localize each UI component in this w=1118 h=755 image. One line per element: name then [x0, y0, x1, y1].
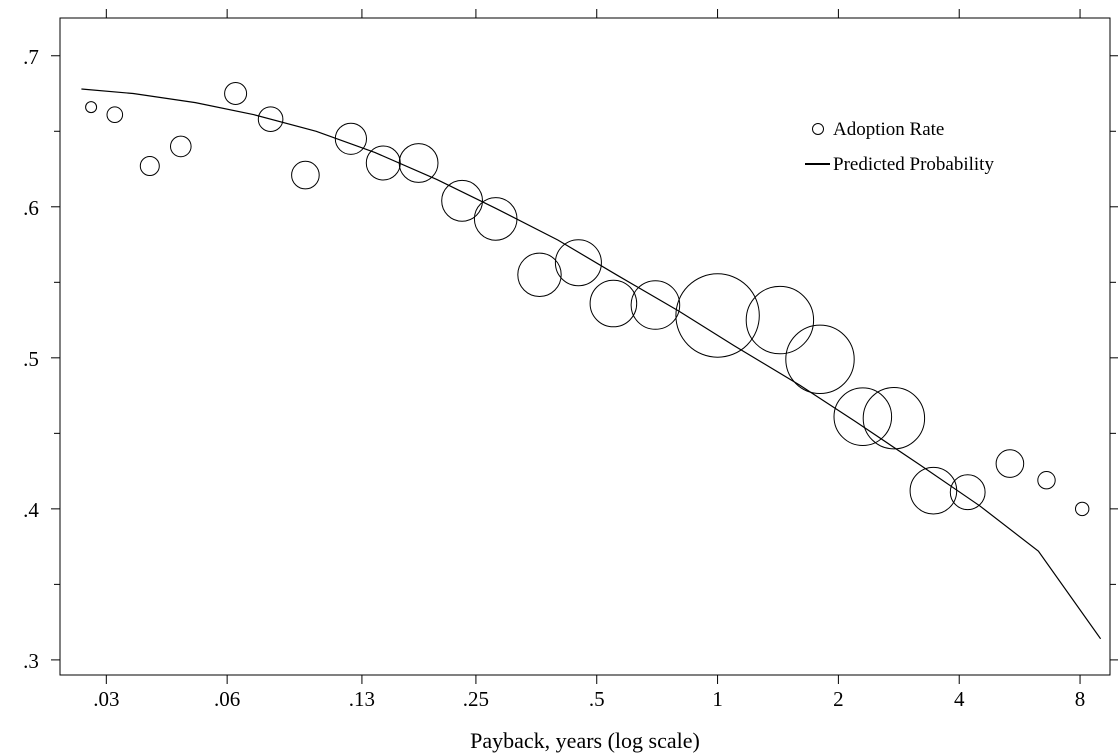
- legend-label-predicted-probability: Predicted Probability: [833, 154, 994, 175]
- x-tick-label-7: 4: [954, 687, 965, 711]
- x-tick-label-4: .5: [589, 687, 605, 711]
- adoption-rate-point-3: [170, 135, 192, 158]
- x-tick-label-5: 1: [712, 687, 723, 711]
- adoption-rate-point-21: [909, 466, 958, 515]
- adoption-rate-point-19: [833, 387, 893, 447]
- y-tick-label-2: .5: [23, 347, 39, 371]
- axis-tick-labels: .03 .06 .13 .25 .5 1 2 4 8 .3 .4 .5 .6 .7: [23, 45, 1085, 711]
- adoption-rate-point-18: [785, 324, 855, 394]
- x-tick-label-1: .06: [214, 687, 240, 711]
- y-tick-label-1: .4: [23, 498, 39, 522]
- adoption-rate-point-25: [1075, 501, 1090, 517]
- adoption-rate-point-12: [517, 252, 562, 297]
- axis-ticks: [51, 9, 1118, 684]
- adoption-rate-point-9: [398, 143, 439, 183]
- x-tick-label-2: .13: [349, 687, 375, 711]
- x-tick-label-8: 8: [1075, 687, 1086, 711]
- predicted-probability-line: [81, 88, 1102, 640]
- adoption-rate-point-20: [862, 387, 926, 450]
- adoption-rate-point-0: [85, 101, 98, 114]
- adoption-rate-layer: [85, 82, 1090, 517]
- legend-label-adoption-rate: Adoption Rate: [833, 119, 944, 140]
- y-tick-label-4: .7: [23, 45, 39, 69]
- adoption-rate-point-24: [1037, 471, 1056, 490]
- plot-frame: [59, 17, 1111, 676]
- adoption-rate-point-17: [745, 285, 815, 355]
- adoption-rate-point-14: [589, 279, 638, 328]
- x-tick-label-6: 2: [833, 687, 844, 711]
- predicted-probability-layer: [81, 88, 1102, 640]
- adoption-rate-point-1: [106, 106, 124, 123]
- adoption-rate-point-13: [554, 239, 602, 287]
- adoption-rate-point-23: [995, 449, 1025, 478]
- adoption-rate-point-7: [334, 122, 367, 155]
- adoption-rate-point-11: [473, 197, 518, 241]
- adoption-rate-point-22: [949, 474, 986, 511]
- x-tick-label-3: .25: [463, 687, 489, 711]
- legend: Adoption Rate Predicted Probability: [805, 119, 994, 175]
- y-tick-label-0: .3: [23, 649, 39, 673]
- adoption-rate-point-15: [630, 280, 681, 330]
- adoption-rate-point-2: [139, 156, 160, 176]
- adoption-rate-point-6: [291, 160, 320, 190]
- adoption-rate-point-16: [675, 273, 760, 358]
- adoption-rate-point-4: [224, 82, 248, 105]
- legend-marker-adoption-rate: [812, 123, 824, 135]
- x-axis-title: Payback, years (log scale): [470, 728, 700, 753]
- x-tick-label-0: .03: [93, 687, 119, 711]
- adoption-rate-point-5: [257, 106, 284, 132]
- adoption-rate-point-10: [441, 179, 484, 222]
- adoption-rate-point-8: [365, 145, 401, 181]
- y-tick-label-3: .6: [23, 196, 39, 220]
